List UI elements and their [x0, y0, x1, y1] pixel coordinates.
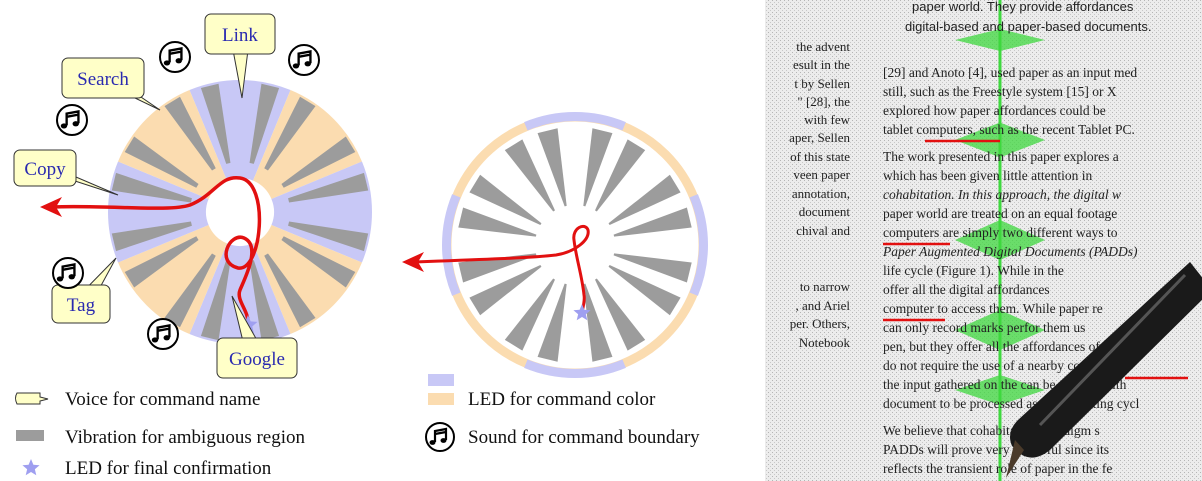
body-line: explored how paper affordances could be	[883, 103, 1106, 118]
legend-label: Vibration for ambiguous region	[65, 427, 306, 448]
body-line: computer to access them. While paper re	[883, 301, 1103, 316]
sound-icon-note	[164, 335, 170, 340]
header-line: digital-based and paper-based documents.	[905, 19, 1151, 34]
sound-icon-ring	[426, 423, 454, 451]
sound-icon-ring	[57, 105, 87, 135]
body-line: still, such as the Freestyle system [15]…	[883, 84, 1117, 99]
callout-label: Google	[229, 349, 285, 370]
body-line: tablet computers, such as the recent Tab…	[883, 122, 1135, 137]
side-line: t by Sellen	[794, 76, 850, 91]
sound-icon	[148, 319, 178, 349]
sound-icon-note	[430, 440, 436, 445]
sound-icon-note	[293, 63, 299, 68]
legend-label: Voice for command name	[65, 389, 260, 410]
sound-icon-note	[305, 61, 311, 66]
voice-icon	[16, 393, 49, 404]
legend: Voice for command name Vibration for ambi…	[16, 374, 701, 479]
sound-icon-ring	[160, 42, 190, 72]
body-line: computers are simply two different ways …	[883, 225, 1118, 240]
side-line: aper, Sellen	[789, 130, 850, 145]
side-line: with few	[804, 112, 850, 127]
led-peach	[428, 393, 454, 405]
sound-icon-ring	[148, 319, 178, 349]
sound-icon-note	[61, 123, 67, 128]
side-line: the advent	[796, 39, 850, 54]
star	[22, 459, 39, 475]
header-line: paper world. They provide affordances	[912, 0, 1134, 14]
sound-icon	[57, 105, 87, 135]
side-line: to narrow	[800, 279, 851, 294]
legend-label: Sound for command boundary	[468, 427, 700, 448]
side-line: , and Ariel	[795, 298, 850, 313]
body-line: PADDs will prove very powerful since its	[883, 442, 1109, 457]
legend-label: LED for command color	[468, 389, 656, 410]
side-line: of this state	[790, 149, 850, 164]
callout-label: Search	[77, 69, 129, 90]
callout-label: Link	[222, 25, 258, 46]
led-blue	[428, 374, 454, 386]
side-line: annotation,	[792, 186, 850, 201]
callout-label: Tag	[67, 295, 96, 316]
sound-icon-note	[152, 337, 158, 342]
body-line: paper world are treated on an equal foot…	[883, 206, 1117, 221]
side-line: per. Others,	[790, 316, 850, 331]
sound-icon-note	[69, 274, 75, 279]
side-line: " [28], the	[797, 94, 850, 109]
body-line: which has been given little attention in	[883, 168, 1092, 183]
side-line: document	[799, 204, 851, 219]
legend-label: LED for final confirmation	[65, 458, 272, 479]
side-line: chival and	[796, 223, 850, 238]
sound-icon	[289, 45, 319, 75]
sound-icon-ring	[53, 258, 83, 288]
body-line: life cycle (Figure 1). While in the	[883, 263, 1064, 278]
body-line: Paper Augmented Digital Documents (PADDs…	[882, 244, 1138, 259]
sound-icon	[160, 42, 190, 72]
sound-icon	[53, 258, 83, 288]
body-line: offer all the digital affordances	[883, 282, 1050, 297]
photo: the advent esult in the t by Sellen " [28],…	[765, 0, 1202, 481]
body-line: [29] and Anoto [4], used paper as an inp…	[883, 65, 1137, 80]
sound-icon-note	[176, 58, 182, 63]
body-line: reflects the transient role of paper in …	[883, 461, 1112, 476]
body-line: cohabitation. In this approach, the digi…	[883, 187, 1121, 202]
callout-label: Copy	[24, 159, 66, 180]
vibration-icon	[16, 430, 44, 441]
sound-icon-ring	[289, 45, 319, 75]
side-line: veen paper	[793, 167, 850, 182]
body-line: can only record marks perfor them us	[883, 320, 1085, 335]
side-line: Notebook	[799, 335, 851, 350]
figure: Link Search Copy Tag Google the advent esult …	[0, 0, 1202, 481]
middle-diagram	[402, 112, 708, 378]
body-line: The work presented in this paper explore…	[883, 149, 1119, 164]
left-diagram: Link Search Copy Tag Google	[14, 14, 372, 378]
sound-icon-note	[441, 438, 447, 443]
side-line: esult in the	[793, 57, 850, 72]
sound-icon-note	[57, 276, 63, 281]
sound-icon-note	[164, 60, 170, 65]
sound-icon-note	[73, 121, 79, 126]
sound-icon	[426, 423, 454, 451]
